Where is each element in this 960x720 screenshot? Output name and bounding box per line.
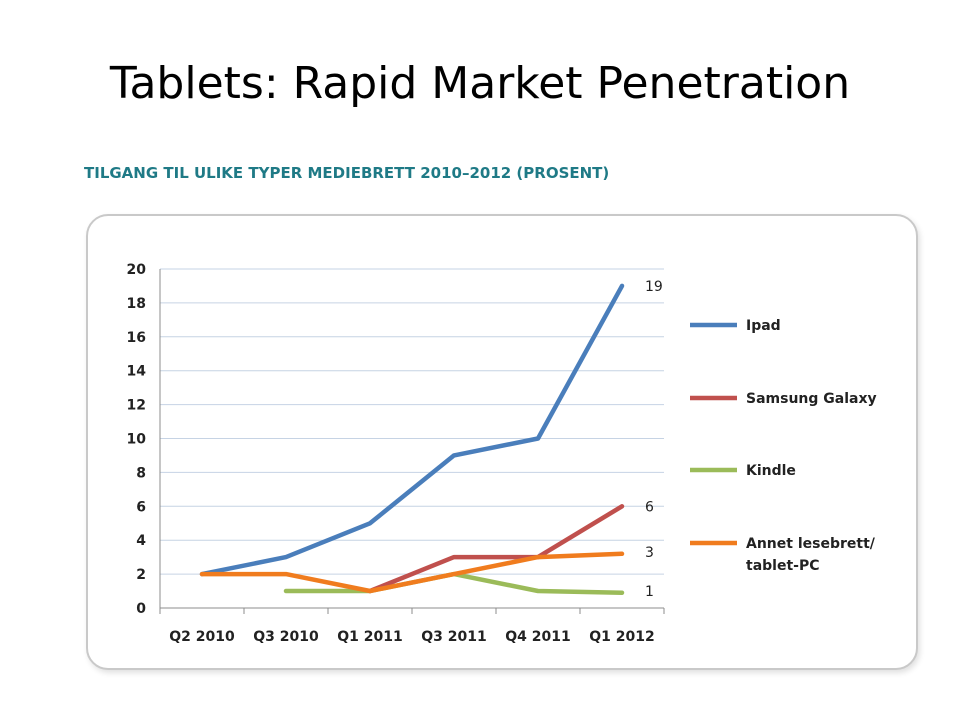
y-tick-label: 8 — [136, 465, 146, 481]
y-tick-label: 4 — [136, 533, 146, 549]
y-tick-label: 0 — [136, 601, 146, 617]
legend-label: Samsung Galaxy — [746, 391, 877, 407]
legend-label: Ipad — [746, 318, 781, 334]
y-tick-label: 16 — [127, 330, 146, 346]
series-line-annet — [199, 551, 625, 594]
x-tick-label: Q4 2011 — [505, 629, 570, 645]
y-tick-label: 12 — [127, 398, 146, 414]
slide-title: Tablets: Rapid Market Penetration — [109, 58, 851, 109]
y-tick-label: 2 — [136, 567, 146, 583]
legend-label: Kindle — [746, 463, 796, 479]
x-tick-label: Q3 2011 — [421, 629, 486, 645]
end-value-label: 19 — [645, 279, 663, 295]
series-line-ipad — [199, 283, 625, 577]
end-value-label: 3 — [645, 545, 654, 561]
y-tick-label: 20 — [127, 262, 147, 278]
series-line-samsung — [367, 504, 625, 594]
x-tick-label: Q3 2010 — [253, 629, 319, 645]
x-tick-label: Q1 2012 — [589, 629, 654, 645]
chart-title: TILGANG TIL ULIKE TYPER MEDIEBRETT 2010–… — [84, 164, 610, 182]
y-tick-label: 18 — [127, 296, 146, 312]
x-tick-label: Q2 2010 — [169, 629, 235, 645]
y-tick-label: 6 — [136, 499, 146, 515]
chart-frame — [86, 214, 918, 670]
end-value-label: 1 — [645, 584, 654, 600]
legend-label: tablet-PC — [746, 558, 820, 574]
end-value-label: 6 — [645, 499, 654, 515]
y-tick-label: 10 — [127, 432, 147, 448]
x-tick-label: Q1 2011 — [337, 629, 402, 645]
legend-label: Annet lesebrett/ — [746, 536, 876, 552]
y-tick-label: 14 — [127, 364, 147, 380]
